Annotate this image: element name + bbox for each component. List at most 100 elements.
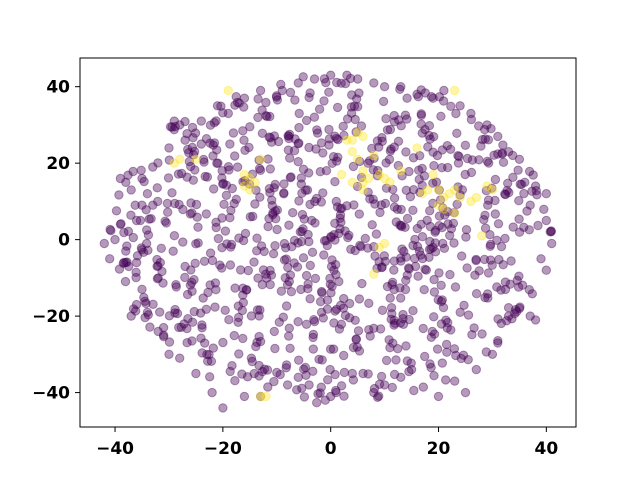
data-point-class-0-330 xyxy=(230,283,240,293)
data-point-class-0-804 xyxy=(354,346,365,356)
data-point-class-0-500 xyxy=(292,262,303,272)
data-point-class-0-394 xyxy=(508,222,518,232)
data-point-class-0-120 xyxy=(257,366,268,377)
data-point-class-0-247 xyxy=(254,360,264,371)
data-point-class-0-678 xyxy=(336,78,346,88)
data-point-class-0-181 xyxy=(279,238,290,249)
data-point-class-0-425 xyxy=(492,235,502,246)
data-point-class-0-182 xyxy=(118,258,129,268)
data-point-class-0-908 xyxy=(389,117,400,127)
data-point-class-0-143 xyxy=(346,102,357,112)
data-point-class-0-361 xyxy=(515,179,525,189)
data-point-class-0-84 xyxy=(115,219,126,230)
data-point-class-0-439 xyxy=(416,119,426,129)
data-point-class-0-693 xyxy=(386,303,397,313)
data-point-class-1-1002 xyxy=(347,135,357,145)
y-tick-label: 40 xyxy=(46,78,70,98)
data-point-class-0-389 xyxy=(318,188,328,198)
data-point-class-0-723 xyxy=(442,323,452,333)
data-point-class-0-803 xyxy=(315,167,325,177)
data-point-class-1-1038 xyxy=(417,189,427,199)
data-point-class-0-505 xyxy=(293,157,303,167)
data-point-class-0-742 xyxy=(451,350,461,361)
data-point-class-0-360 xyxy=(389,256,399,266)
data-point-class-0-136 xyxy=(389,284,399,295)
data-point-class-0-777 xyxy=(296,284,306,295)
data-point-class-0-150 xyxy=(285,87,296,98)
data-point-class-0-286 xyxy=(314,354,324,364)
data-point-class-0-975 xyxy=(483,135,494,145)
data-point-class-0-582 xyxy=(316,197,326,207)
data-point-class-0-587 xyxy=(339,391,349,401)
data-point-class-0-535 xyxy=(330,369,340,380)
data-point-class-0-205 xyxy=(187,122,198,133)
data-point-class-0-636 xyxy=(328,344,339,354)
data-point-class-0-230 xyxy=(382,281,393,292)
data-point-class-0-738 xyxy=(191,199,202,210)
data-point-class-0-482 xyxy=(301,370,311,380)
data-point-class-0-131 xyxy=(271,92,282,102)
data-point-class-0-978 xyxy=(116,219,126,229)
data-point-class-0-277 xyxy=(244,142,254,153)
data-point-class-0-694 xyxy=(416,110,427,121)
data-point-class-0-909 xyxy=(416,85,426,95)
data-point-class-0-691 xyxy=(344,313,355,323)
data-point-class-1-1029 xyxy=(347,177,357,188)
data-point-class-0-515 xyxy=(497,149,507,159)
data-point-class-0-715 xyxy=(197,323,207,333)
data-point-class-0-476 xyxy=(292,385,302,395)
data-point-class-0-285 xyxy=(335,213,345,224)
data-point-class-0-713 xyxy=(412,223,422,234)
data-point-class-0-278 xyxy=(185,280,196,290)
data-point-class-0-279 xyxy=(425,236,435,247)
data-point-class-0-132 xyxy=(331,304,342,314)
data-point-class-0-184 xyxy=(545,227,555,237)
data-point-class-0-600 xyxy=(402,356,412,366)
data-point-class-0-609 xyxy=(496,241,507,252)
data-point-class-0-108 xyxy=(159,332,169,342)
data-point-class-0-877 xyxy=(250,199,260,209)
x-tick-label: −40 xyxy=(96,439,134,459)
data-point-class-0-961 xyxy=(301,270,312,281)
data-point-class-0-302 xyxy=(392,204,403,215)
data-point-class-0-47 xyxy=(530,315,541,325)
data-point-class-0-701 xyxy=(162,198,173,209)
data-point-class-0-821 xyxy=(243,265,254,276)
data-point-class-0-947 xyxy=(432,150,443,161)
data-point-class-0-920 xyxy=(365,331,375,341)
data-point-class-0-124 xyxy=(197,348,207,358)
data-point-class-0-785 xyxy=(457,185,468,195)
data-point-class-0-606 xyxy=(187,277,197,288)
data-point-class-0-873 xyxy=(212,158,222,169)
data-point-class-0-952 xyxy=(510,305,521,315)
data-point-class-0-516 xyxy=(238,177,248,187)
data-point-class-0-459 xyxy=(220,305,230,315)
data-point-class-0-371 xyxy=(235,265,246,275)
data-point-class-0-65 xyxy=(396,82,406,92)
data-point-class-0-806 xyxy=(293,317,303,327)
x-axis: −40 −20 0 20 40 xyxy=(96,427,558,459)
data-point-class-0-849 xyxy=(376,200,387,210)
data-point-class-0-603 xyxy=(395,220,405,230)
data-point-class-0-959 xyxy=(304,237,314,247)
data-point-class-0-25 xyxy=(255,391,266,402)
data-point-class-0-865 xyxy=(182,129,192,139)
data-point-class-0-206 xyxy=(401,341,411,351)
data-point-class-0-121 xyxy=(423,142,433,152)
data-point-class-0-538 xyxy=(301,319,312,329)
data-point-class-1-996 xyxy=(239,169,250,180)
data-point-class-0-495 xyxy=(504,187,514,198)
data-point-class-0-268 xyxy=(197,320,207,330)
data-point-class-0-812 xyxy=(246,311,257,321)
data-point-class-0-530 xyxy=(242,285,252,295)
data-point-class-0-937 xyxy=(363,187,373,198)
data-point-class-0-104 xyxy=(429,161,439,171)
data-point-class-0-660 xyxy=(349,200,359,210)
data-point-class-0-485 xyxy=(396,253,406,263)
data-point-class-0-958 xyxy=(417,253,428,264)
data-point-class-0-465 xyxy=(265,164,275,174)
data-point-class-0-35 xyxy=(379,380,390,390)
data-point-class-0-816 xyxy=(428,178,438,188)
data-point-class-0-614 xyxy=(319,96,329,106)
data-point-class-0-492 xyxy=(389,369,400,380)
